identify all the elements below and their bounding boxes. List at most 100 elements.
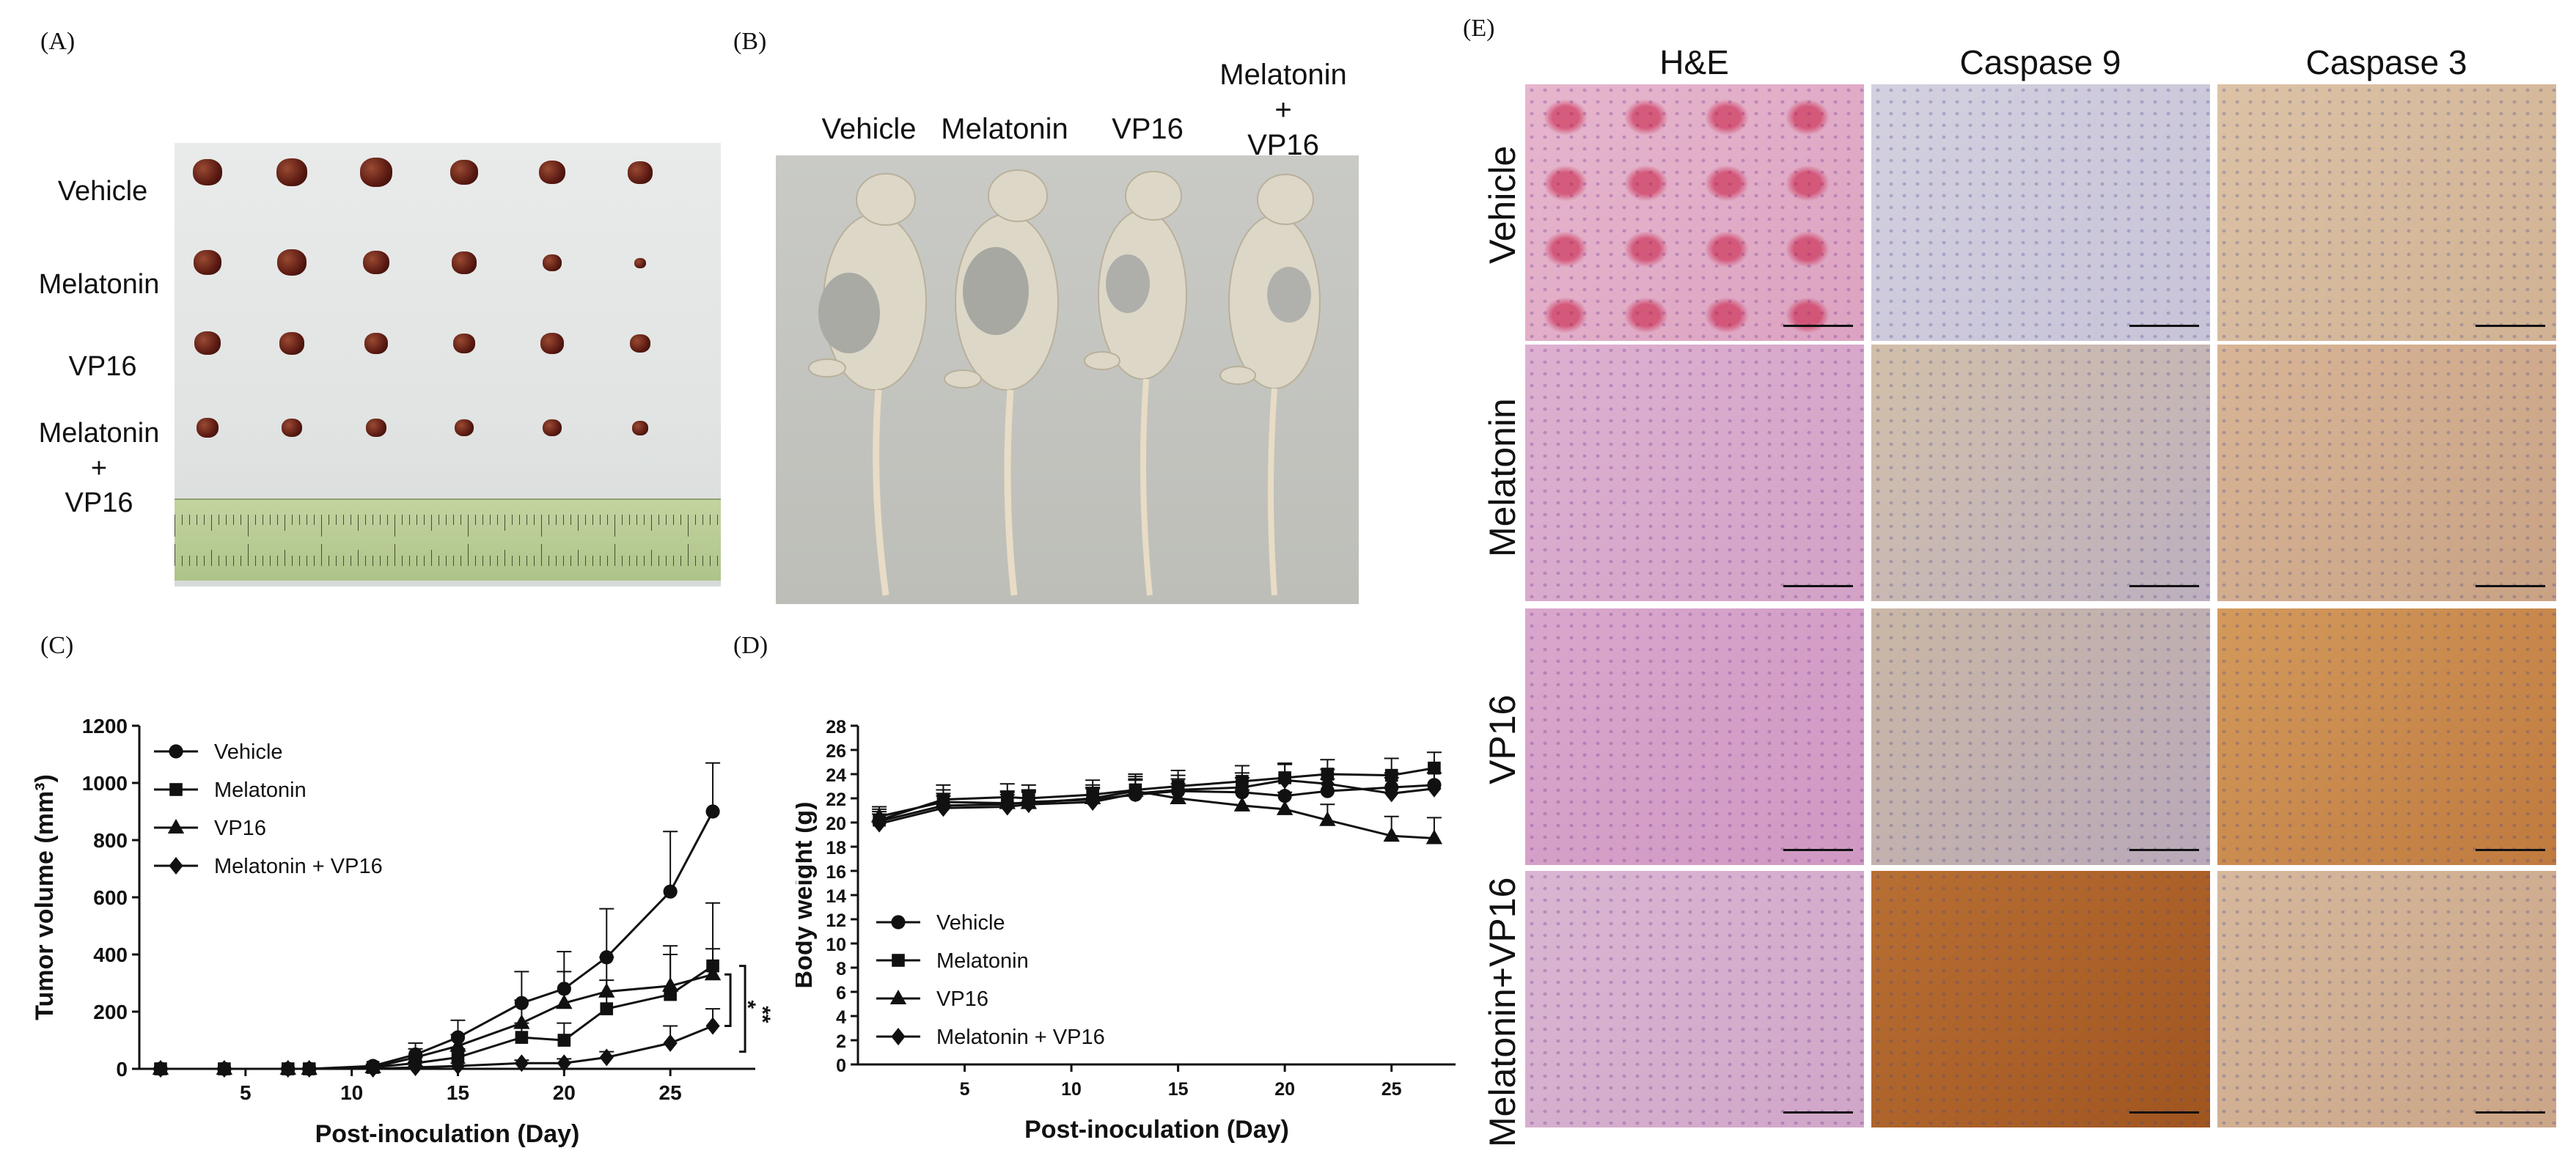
x-tick-label: 5 bbox=[240, 1081, 252, 1104]
tumor-sample bbox=[194, 331, 221, 356]
legend-marker bbox=[892, 954, 905, 967]
histology-tile bbox=[1525, 608, 1864, 865]
data-point bbox=[663, 884, 678, 899]
data-point bbox=[705, 804, 720, 819]
legend-marker bbox=[169, 744, 183, 759]
data-point bbox=[663, 1034, 678, 1052]
histology-tile bbox=[1525, 871, 1864, 1127]
histology-tile bbox=[2217, 84, 2556, 341]
scale-bar bbox=[2129, 1111, 2199, 1114]
x-tick-label: 25 bbox=[1381, 1079, 1402, 1100]
tumor-sample bbox=[628, 161, 653, 184]
data-point bbox=[217, 1060, 232, 1078]
row-label-vp16: VP16 bbox=[1482, 694, 1523, 784]
legend-marker bbox=[169, 783, 183, 796]
y-tick-label: 22 bbox=[826, 790, 846, 810]
tumor-sample bbox=[450, 160, 478, 185]
tumor-sample bbox=[193, 159, 222, 185]
y-tick-label: 24 bbox=[826, 765, 846, 786]
data-point bbox=[1384, 768, 1398, 782]
legend-label: Melatonin + VP16 bbox=[214, 855, 383, 878]
tumor-sample bbox=[452, 251, 477, 274]
tumor-sample bbox=[194, 250, 221, 276]
data-point bbox=[1233, 796, 1251, 812]
tumor-sample bbox=[366, 419, 386, 438]
scale-bar bbox=[1783, 1111, 1853, 1114]
histology-tile bbox=[2217, 608, 2556, 865]
histology-tile bbox=[1871, 871, 2210, 1127]
data-point bbox=[556, 994, 573, 1009]
series-line bbox=[160, 1025, 713, 1070]
tumor-row-label-combo: Melatonin + VP16 bbox=[38, 418, 160, 518]
y-tick-label: 28 bbox=[826, 717, 846, 737]
tumor-volume-chart: 0 200 400 600 800 1000 1200 5 10 15 20 25 Post-inocu… bbox=[31, 715, 774, 1148]
tumor-sample bbox=[276, 158, 307, 186]
tumor-sample bbox=[630, 334, 650, 353]
tumor-sample bbox=[279, 332, 304, 355]
scale-bar bbox=[2476, 849, 2545, 851]
y-tick-label: 18 bbox=[826, 838, 846, 858]
mouse-vehicle bbox=[808, 173, 927, 596]
legend-label: Vehicle bbox=[936, 911, 1005, 935]
data-point bbox=[1277, 771, 1292, 790]
mouse-melatonin bbox=[944, 169, 1059, 596]
series-vehicle bbox=[872, 772, 1442, 828]
scale-bar bbox=[2476, 585, 2545, 587]
y-tick-label: 6 bbox=[836, 983, 846, 1004]
data-point bbox=[600, 1002, 614, 1015]
scale-bar bbox=[1783, 325, 1853, 327]
data-point bbox=[1235, 779, 1250, 797]
series-line bbox=[160, 965, 713, 1070]
data-point bbox=[1319, 811, 1336, 826]
ruler bbox=[175, 498, 721, 581]
x-tick-label: 15 bbox=[1168, 1079, 1189, 1100]
y-axis-label: Body weight (g) bbox=[796, 802, 818, 989]
panel-label-d: (D) bbox=[733, 632, 768, 659]
tumor-sample bbox=[277, 249, 307, 276]
series-line bbox=[878, 767, 1435, 822]
y-tick-label: 0 bbox=[116, 1058, 128, 1081]
tumor-sample bbox=[197, 418, 219, 438]
y-tick-label: 14 bbox=[826, 886, 846, 907]
mouse-label-vehicle: Vehicle bbox=[821, 113, 917, 145]
series-melatonin-vp16 bbox=[153, 1008, 721, 1078]
tumor-sample bbox=[543, 419, 562, 437]
tumor-sample bbox=[543, 254, 562, 272]
data-point bbox=[598, 982, 615, 998]
series-vp16 bbox=[870, 776, 1443, 845]
legend-label: Melatonin bbox=[936, 949, 1029, 973]
tumor-sample bbox=[364, 333, 388, 354]
x-tick-label: 25 bbox=[659, 1081, 682, 1104]
column-header-caspase3: Caspase 3 bbox=[2305, 43, 2467, 81]
legend-marker bbox=[889, 990, 907, 1004]
row-label-melatonin: Melatonin bbox=[1482, 398, 1523, 557]
y-tick-label: 1200 bbox=[82, 715, 128, 737]
data-point bbox=[704, 965, 722, 981]
tumor-photo bbox=[175, 143, 721, 586]
y-tick-label: 16 bbox=[826, 862, 846, 883]
y-tick-label: 10 bbox=[826, 935, 846, 955]
data-point bbox=[1276, 800, 1293, 815]
series-line bbox=[878, 784, 1434, 823]
y-tick-label: 12 bbox=[826, 910, 846, 931]
x-tick-label: 20 bbox=[553, 1081, 576, 1104]
y-tick-label: 20 bbox=[826, 814, 846, 834]
data-point bbox=[1171, 781, 1186, 799]
scale-bar bbox=[1783, 585, 1853, 587]
significance-label: * bbox=[735, 1000, 760, 1009]
data-point bbox=[1425, 829, 1443, 845]
x-tick-label: 20 bbox=[1274, 1079, 1295, 1100]
legend-label: VP16 bbox=[214, 817, 266, 840]
mouse-label-vp16: VP16 bbox=[1112, 113, 1184, 145]
legend-label: Melatonin + VP16 bbox=[936, 1026, 1105, 1049]
mice-illustration bbox=[808, 169, 1321, 596]
panel-label-e: (E) bbox=[1463, 15, 1495, 42]
scale-bar bbox=[1783, 849, 1853, 851]
mouse-label-combo: Melatonin + VP16 bbox=[1219, 59, 1347, 161]
series-melatonin-vp16 bbox=[872, 763, 1442, 833]
series-vp16 bbox=[152, 945, 722, 1075]
legend-label: Vehicle bbox=[214, 740, 283, 764]
y-tick-label: 1000 bbox=[82, 772, 128, 795]
legend-marker bbox=[891, 915, 906, 930]
scale-bar bbox=[2129, 325, 2199, 327]
